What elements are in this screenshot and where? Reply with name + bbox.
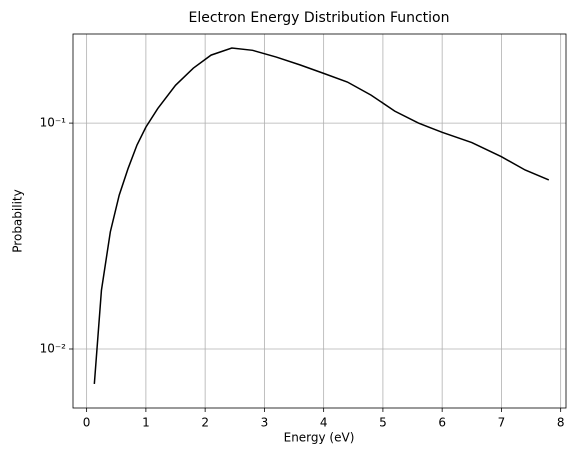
chart-title: Electron Energy Distribution Function (188, 10, 449, 26)
x-tick-label: 2 (201, 416, 209, 430)
x-tick-label: 7 (498, 416, 506, 430)
plot-frame (72, 33, 567, 409)
data-line (93, 47, 550, 385)
x-tick-label: 1 (142, 416, 150, 430)
x-tick-label: 6 (438, 416, 446, 430)
x-tick-label: 3 (261, 416, 269, 430)
x-tick-label: 0 (83, 416, 91, 430)
y-tick-label: 10⁻¹ (40, 116, 67, 130)
x-tick-label: 8 (557, 416, 565, 430)
x-tick-label: 4 (320, 416, 328, 430)
x-tick-label: 5 (379, 416, 387, 430)
y-axis-label: Probability (11, 189, 25, 252)
y-tick-label: 10⁻² (40, 341, 67, 355)
x-axis-label: Energy (eV) (284, 431, 355, 445)
